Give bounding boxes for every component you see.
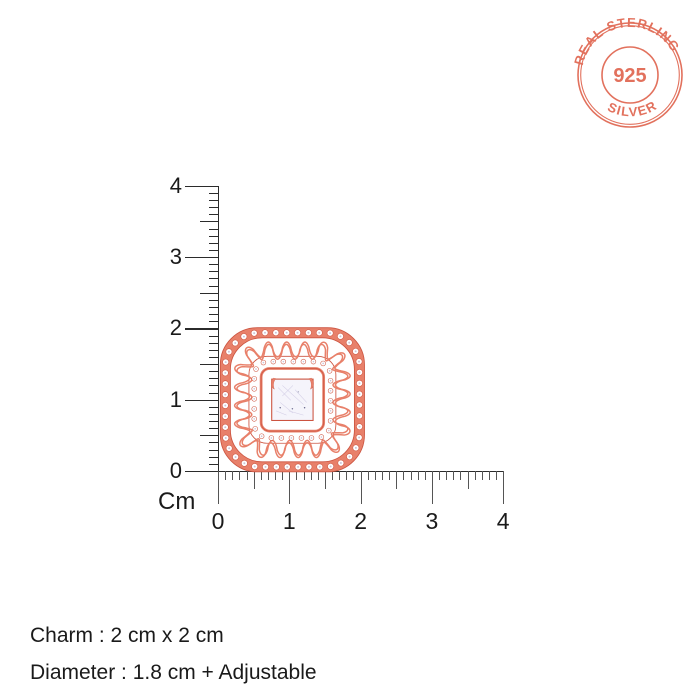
- svg-text:SILVER: SILVER: [605, 97, 659, 119]
- svg-text:REAL STERLING: REAL STERLING: [571, 15, 683, 67]
- svg-text:925: 925: [613, 65, 646, 87]
